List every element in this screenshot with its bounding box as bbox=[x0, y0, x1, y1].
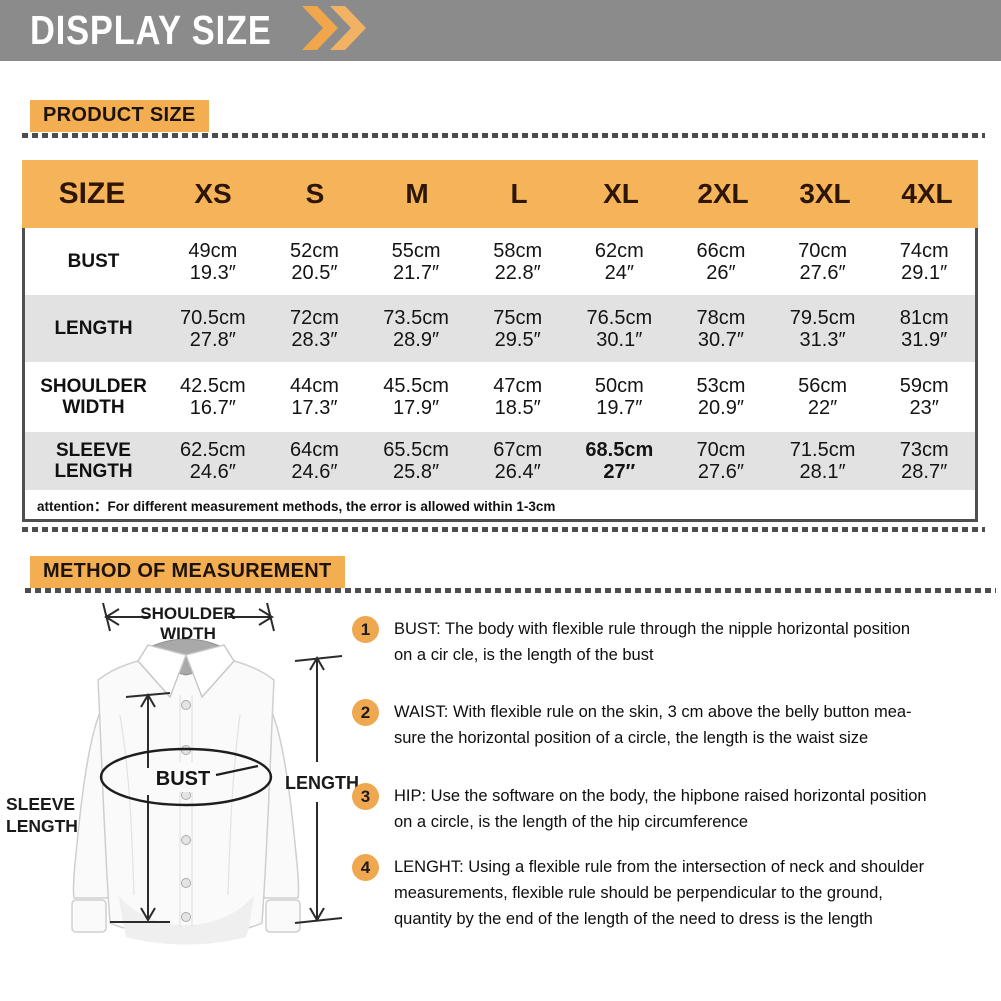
table-cell: 59cm 23″ bbox=[899, 375, 949, 419]
table-cell: 49cm 19.3″ bbox=[188, 239, 238, 284]
table-cell: 58cm 22.8″ bbox=[493, 239, 543, 284]
dashed-separator bbox=[25, 588, 996, 593]
table-cell: 62.5cm 24.6″ bbox=[180, 439, 246, 483]
product-size-label: PRODUCT SIZE bbox=[30, 100, 209, 132]
table-cell: 56cm 22″ bbox=[798, 375, 848, 419]
table-cell: 47cm 18.5″ bbox=[493, 375, 543, 419]
table-cell: 75cm 29.5″ bbox=[493, 306, 543, 351]
table-cell: 45.5cm 17.9″ bbox=[383, 375, 449, 419]
attention-note: attention：For different measurement meth… bbox=[25, 490, 975, 519]
table-cell: 72cm 28.3″ bbox=[289, 306, 339, 351]
table-cell: 42.5cm 16.7″ bbox=[180, 375, 246, 419]
column-header: XS bbox=[194, 178, 232, 209]
shirt-buttons bbox=[181, 700, 191, 922]
table-cell: 70.5cm 27.8″ bbox=[180, 306, 246, 351]
table-row-sleeve-length: SLEEVE LENGTH 62.5cm 24.6″ 64cm 24.6″ 65… bbox=[25, 432, 975, 490]
shoulder-width-arrow bbox=[102, 602, 275, 632]
svg-text:SHOULDER: SHOULDER bbox=[140, 604, 235, 623]
shirt-placket bbox=[179, 695, 193, 927]
size-table-header-row: SIZE XS S M L XL 2XL 3XL 4XL bbox=[22, 160, 978, 228]
table-cell: 74cm 29.1″ bbox=[899, 239, 949, 284]
banner-title: DISPLAY SIZE bbox=[30, 7, 272, 53]
length-arrow bbox=[294, 655, 343, 924]
step-badge: 4 bbox=[352, 854, 379, 881]
table-cell: 50cm 19.7″ bbox=[594, 375, 644, 419]
table-row-bust: BUST 49cm 19.3″ 52cm 20.5″ 55cm 21.7″ 58… bbox=[25, 228, 975, 295]
dashed-separator bbox=[22, 527, 985, 532]
row-label: SLEEVE LENGTH bbox=[54, 440, 133, 482]
shirt-measurement-diagram: SHOULDER WIDTH SLEEVE LENGTH bbox=[0, 590, 360, 950]
instruction-text: LENGHT: Using a flexible rule from the i… bbox=[394, 858, 925, 928]
table-cell: 76.5cm 30.1″ bbox=[586, 306, 653, 351]
table-cell: 70cm 27.6″ bbox=[696, 439, 746, 483]
instruction-item: 3 HIP: Use the software on the body, the… bbox=[352, 783, 997, 835]
shirt-illustration: SHOULDER WIDTH SLEEVE LENGTH bbox=[6, 602, 359, 945]
column-header: 2XL bbox=[697, 178, 749, 209]
sleeve-length-arrow bbox=[110, 692, 171, 923]
column-header: SIZE bbox=[58, 177, 126, 210]
instruction-item: 4 LENGHT: Using a flexible rule from the… bbox=[352, 854, 997, 932]
shoulder-width-label: SHOULDER WIDTH bbox=[140, 604, 235, 643]
size-table: SIZE XS S M L XL 2XL 3XL 4XL BUST 49cm 1… bbox=[22, 160, 978, 522]
row-label: LENGTH bbox=[54, 318, 133, 339]
table-row-shoulder-width: SHOULDER WIDTH 42.5cm 16.7″ 44cm 17.3″ 4… bbox=[25, 362, 975, 432]
dashed-separator bbox=[22, 133, 985, 138]
sleeve-length-label: SLEEVE LENGTH bbox=[6, 794, 78, 836]
table-cell: 73.5cm 28.9″ bbox=[383, 306, 449, 351]
instruction-text: BUST: The body with flexible rule throug… bbox=[394, 620, 911, 664]
table-cell: 65.5cm 25.8″ bbox=[383, 439, 449, 483]
table-cell: 55cm 21.7″ bbox=[391, 239, 441, 284]
table-cell: 64cm 24.6″ bbox=[289, 439, 339, 483]
instruction-text: WAIST: With flexible rule on the skin, 3… bbox=[394, 703, 912, 747]
column-header: 4XL bbox=[901, 178, 953, 209]
step-badge: 3 bbox=[352, 783, 379, 810]
table-row-length: LENGTH 70.5cm 27.8″ 72cm 28.3″ 73.5cm 28… bbox=[25, 295, 975, 362]
step-badge: 2 bbox=[352, 699, 379, 726]
column-header: M bbox=[405, 178, 429, 209]
table-cell: 44cm 17.3″ bbox=[289, 375, 339, 419]
table-cell: 70cm 27.6″ bbox=[798, 239, 848, 284]
step-badge: 1 bbox=[352, 616, 379, 643]
table-cell: 78cm 30.7″ bbox=[696, 306, 746, 351]
svg-text:LENGTH: LENGTH bbox=[6, 816, 78, 836]
row-label: SHOULDER WIDTH bbox=[40, 376, 147, 418]
shirt-collar bbox=[137, 638, 235, 699]
method-of-measurement-label: METHOD OF MEASUREMENT bbox=[30, 556, 345, 588]
table-cell: 81cm 31.9″ bbox=[899, 306, 949, 351]
table-cell: 79.5cm 31.3″ bbox=[789, 306, 856, 351]
table-cell: 67cm 26.4″ bbox=[493, 439, 543, 483]
measurement-instructions: 1 BUST: The body with flexible rule thro… bbox=[352, 616, 997, 932]
column-header: S bbox=[305, 178, 325, 209]
length-label: LENGTH bbox=[285, 773, 359, 793]
table-cell: 71.5cm 28.1″ bbox=[789, 439, 856, 483]
svg-text:BUST: BUST bbox=[156, 768, 210, 790]
table-cell: 53cm 20.9″ bbox=[696, 375, 746, 419]
table-cell: 73cm 28.7″ bbox=[899, 439, 949, 483]
column-header: 3XL bbox=[799, 178, 851, 209]
column-header: L bbox=[510, 178, 528, 209]
instruction-text: HIP: Use the software on the body, the h… bbox=[394, 787, 927, 831]
double-chevron-right-icon bbox=[300, 5, 374, 56]
column-header: XL bbox=[603, 178, 639, 209]
svg-text:SLEEVE: SLEEVE bbox=[6, 794, 75, 814]
table-cell: 68.5cm 27″ bbox=[585, 439, 654, 483]
display-size-banner: DISPLAY SIZE bbox=[0, 0, 1001, 61]
table-cell: 66cm 26″ bbox=[696, 239, 746, 284]
row-label: BUST bbox=[67, 251, 120, 272]
table-cell: 62cm 24″ bbox=[594, 239, 644, 284]
svg-text:WIDTH: WIDTH bbox=[160, 624, 216, 643]
table-cell: 52cm 20.5″ bbox=[289, 239, 339, 284]
instruction-item: 2 WAIST: With flexible rule on the skin,… bbox=[352, 699, 997, 751]
bust-arrow: BUST bbox=[99, 747, 273, 807]
size-table-body: BUST 49cm 19.3″ 52cm 20.5″ 55cm 21.7″ 58… bbox=[22, 228, 978, 522]
instruction-item: 1 BUST: The body with flexible rule thro… bbox=[352, 616, 997, 668]
shirt-fold-lines bbox=[119, 714, 241, 896]
